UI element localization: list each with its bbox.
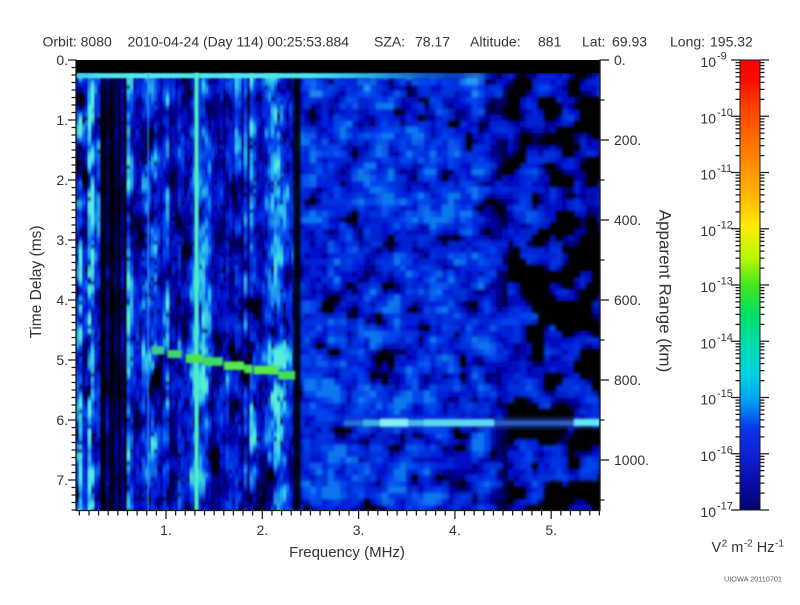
svg-text:2.: 2. xyxy=(256,522,268,538)
svg-text:SZA:: SZA: xyxy=(374,34,405,50)
svg-text:0.: 0. xyxy=(56,52,68,68)
svg-text:10: 10 xyxy=(700,504,716,520)
svg-text:3.: 3. xyxy=(56,232,68,248)
svg-text:UIOWA 20110701: UIOWA 20110701 xyxy=(724,575,782,584)
svg-text:69.93: 69.93 xyxy=(612,34,647,50)
svg-text:10: 10 xyxy=(700,279,716,295)
svg-text:200.: 200. xyxy=(614,132,641,148)
svg-text:4.: 4. xyxy=(449,522,461,538)
svg-text:-16: -16 xyxy=(717,444,733,456)
svg-text:V2 m-2 Hz-1: V2 m-2 Hz-1 xyxy=(712,539,785,557)
svg-text:6.: 6. xyxy=(56,412,68,428)
svg-text:10: 10 xyxy=(700,335,716,351)
svg-text:7.: 7. xyxy=(56,472,68,488)
svg-text:-15: -15 xyxy=(717,388,733,400)
svg-text:-9: -9 xyxy=(717,51,727,63)
svg-text:10: 10 xyxy=(700,54,716,70)
svg-text:195.32: 195.32 xyxy=(710,34,753,50)
svg-text:Apparent Range (km): Apparent Range (km) xyxy=(656,210,675,373)
svg-text:-17: -17 xyxy=(717,501,733,513)
svg-text:Time Delay (ms): Time Delay (ms) xyxy=(28,225,45,338)
svg-text:4.: 4. xyxy=(56,292,68,308)
svg-text:1.: 1. xyxy=(160,522,172,538)
svg-text:1000.: 1000. xyxy=(614,452,649,468)
svg-text:-10: -10 xyxy=(717,107,733,119)
svg-text:881: 881 xyxy=(538,34,562,50)
svg-text:0.: 0. xyxy=(614,52,626,68)
svg-text:10: 10 xyxy=(700,110,716,126)
svg-text:Long:: Long: xyxy=(670,34,705,50)
svg-text:10: 10 xyxy=(700,223,716,239)
svg-text:1.: 1. xyxy=(56,112,68,128)
svg-text:Altitude:: Altitude: xyxy=(470,34,521,50)
svg-text:Frequency (MHz): Frequency (MHz) xyxy=(289,544,405,561)
svg-text:-14: -14 xyxy=(717,332,733,344)
svg-text:400.: 400. xyxy=(614,212,641,228)
svg-text:5.: 5. xyxy=(56,352,68,368)
svg-text:600.: 600. xyxy=(614,292,641,308)
svg-text:5.: 5. xyxy=(545,522,557,538)
svg-text:2010-04-24 (Day 114) 00:25:53.: 2010-04-24 (Day 114) 00:25:53.884 xyxy=(128,34,350,50)
svg-text:2.: 2. xyxy=(56,172,68,188)
svg-text:-11: -11 xyxy=(717,163,732,175)
svg-text:10: 10 xyxy=(700,392,716,408)
svg-text:Orbit: 8080: Orbit: 8080 xyxy=(43,34,112,50)
svg-text:Lat:: Lat: xyxy=(582,34,605,50)
svg-text:10: 10 xyxy=(700,448,716,464)
svg-text:3.: 3. xyxy=(353,522,365,538)
svg-text:78.17: 78.17 xyxy=(415,34,450,50)
svg-text:10: 10 xyxy=(700,167,716,183)
svg-text:-13: -13 xyxy=(717,276,733,288)
svg-text:800.: 800. xyxy=(614,372,641,388)
svg-text:-12: -12 xyxy=(717,219,733,231)
